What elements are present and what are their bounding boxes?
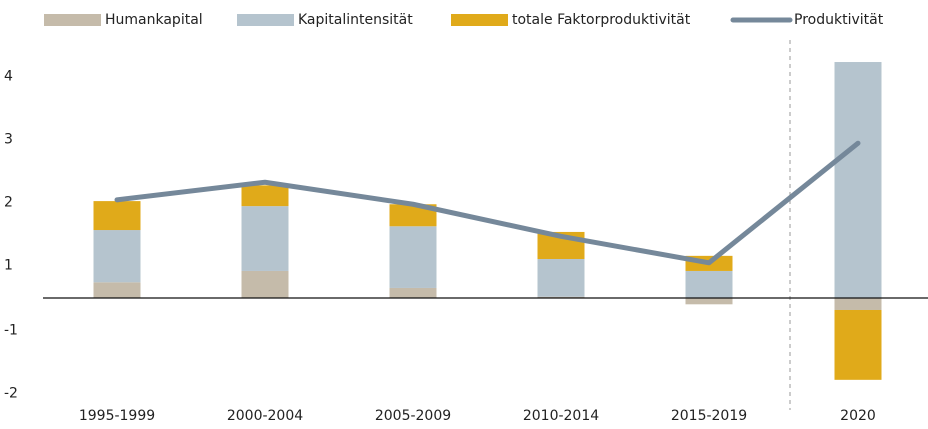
legend-label: Produktivität: [794, 12, 884, 28]
line: [114, 140, 861, 266]
bar: [389, 204, 437, 227]
bar: [834, 309, 882, 380]
y-tick-label: 1: [4, 257, 13, 273]
bar: [834, 298, 882, 310]
bar: [389, 287, 437, 299]
bar: [685, 298, 733, 305]
bar: [93, 201, 141, 231]
legend-swatch: [451, 14, 508, 26]
bar: [685, 270, 733, 299]
x-tick-label: 2005-2009: [375, 408, 451, 424]
legend-swatch: [44, 14, 101, 26]
bar: [241, 185, 289, 207]
bar: [93, 230, 141, 283]
x-tick-label: 1995-1999: [79, 408, 155, 424]
bar: [93, 282, 141, 299]
legend-label: Kapitalintensität: [298, 12, 413, 28]
x-tick-label: 2015-2019: [671, 408, 747, 424]
y-tick-label: 3: [4, 131, 13, 147]
y-tick-label: 4: [4, 69, 13, 85]
legend-swatch: [237, 14, 294, 26]
bar: [537, 259, 585, 297]
bar: [241, 270, 289, 299]
legend-label: Humankapital: [105, 12, 203, 28]
bar: [241, 206, 289, 271]
y-tick-label: -2: [4, 386, 18, 402]
bar: [834, 62, 882, 299]
x-tick-label: 2020: [840, 408, 876, 424]
bar: [389, 226, 437, 288]
x-tick-label: 2000-2004: [227, 408, 303, 424]
x-tick-label: 2010-2014: [523, 408, 599, 424]
y-tick-label: -1: [4, 323, 18, 339]
legend-label: totale Faktorproduktivität: [512, 12, 691, 28]
y-tick-label: 2: [4, 194, 13, 210]
